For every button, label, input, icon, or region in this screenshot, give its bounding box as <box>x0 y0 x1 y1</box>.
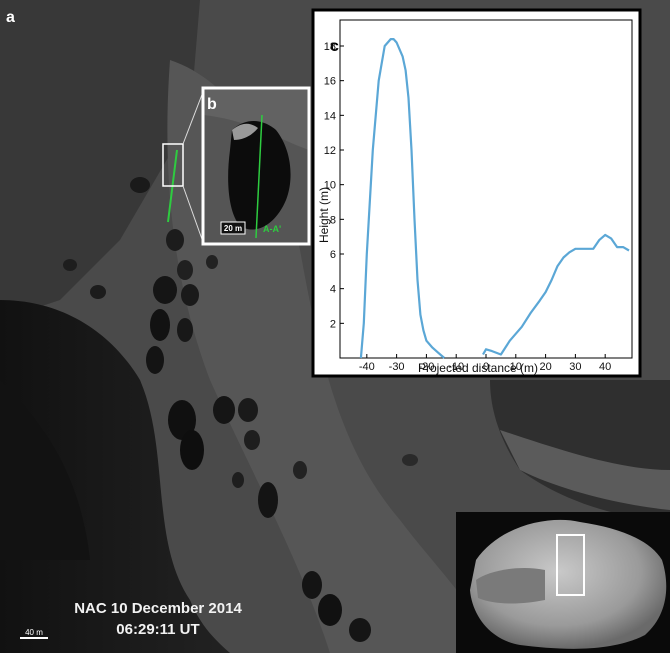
x-tick-label: 10 <box>510 361 522 373</box>
right-ridge-region <box>500 430 670 510</box>
boulder <box>63 259 77 271</box>
profile-chart: c -40 -30 -20 -10 0 10 20 30 40 2 4 6 8 10 12 14 16 18 Pr… <box>311 8 642 378</box>
boulder <box>206 255 218 269</box>
inset-boulder-highlight <box>232 123 258 140</box>
boulder <box>349 618 371 642</box>
y-tick-label: 4 <box>330 284 336 296</box>
caption-line-1: NAC 10 December 2014 <box>74 600 242 617</box>
boulder <box>302 571 322 599</box>
y-tick-label: 6 <box>330 249 336 261</box>
y-tick-label: 2 <box>330 318 336 330</box>
boulder <box>166 229 184 251</box>
panel-c-label: c <box>330 38 339 55</box>
selection-box-main <box>162 143 184 187</box>
inset-frame <box>201 86 311 246</box>
comet-nucleus <box>470 519 667 649</box>
x-tick-label: -10 <box>448 361 464 373</box>
boulder <box>153 276 177 304</box>
boulder <box>238 398 258 422</box>
chart-plot-layer: -40 -30 -20 -10 0 10 20 30 40 2 4 6 8 10 12 14 16 18 <box>324 19 633 373</box>
x-tick-label: 40 <box>599 361 611 373</box>
boulder <box>181 284 199 306</box>
boulder <box>130 177 150 193</box>
rough-terrain-region <box>0 0 200 320</box>
cliff-shadow-region <box>0 300 230 653</box>
caption-line-2: 06:29:11 UT <box>116 621 199 638</box>
boulder <box>180 430 204 470</box>
x-tick-label: 0 <box>483 361 489 373</box>
boulder <box>90 285 106 299</box>
section-line-inset <box>255 114 263 239</box>
profile-line-segment <box>482 233 630 356</box>
x-tick-label: 20 <box>539 361 551 373</box>
y-tick-label: 16 <box>324 76 336 88</box>
boulder <box>177 318 193 342</box>
main-scale-bar-label: 40 m <box>25 628 43 637</box>
inset-connector-bottom <box>182 185 204 243</box>
x-tick-label: -30 <box>389 361 405 373</box>
profile-label: A-A' <box>263 224 281 234</box>
inset-plain <box>203 88 309 150</box>
inset-panel-b: 20 m A-A' b <box>201 86 311 246</box>
boulder <box>318 594 342 626</box>
x-tick-label: -20 <box>418 361 434 373</box>
boulder <box>232 472 244 488</box>
context-inset <box>456 512 670 653</box>
context-selection-box <box>556 534 585 596</box>
deep-shadow-region <box>0 380 90 560</box>
boulder <box>258 482 278 518</box>
y-tick-label: 10 <box>324 180 336 192</box>
y-tick-label: 18 <box>324 41 336 53</box>
y-tick-label: 12 <box>324 145 336 157</box>
y-axis-title: Height (m) <box>317 187 331 243</box>
boulder <box>244 430 260 450</box>
boulder <box>168 400 196 440</box>
boulder-field <box>63 177 418 642</box>
x-axis-title: Projected distance (m) <box>418 361 538 375</box>
y-tick-label: 14 <box>324 110 336 122</box>
panel-a-label: a <box>6 9 15 26</box>
x-tick-label: 30 <box>569 361 581 373</box>
boulder <box>146 346 164 374</box>
profile-line-segment <box>359 38 446 359</box>
x-tick-label: -40 <box>359 361 375 373</box>
boulder <box>402 454 418 466</box>
inset-scale-bar-label: 20 m <box>224 224 242 233</box>
boulder <box>293 461 307 479</box>
panel-b-label: b <box>207 96 217 113</box>
chart-frame <box>311 8 642 378</box>
boulder <box>150 309 170 341</box>
inset-scale-bar <box>220 221 246 235</box>
nucleus-shading <box>476 568 545 604</box>
y-tick-label: 8 <box>330 214 336 226</box>
inset-connector-top <box>182 91 204 145</box>
boulder <box>213 396 235 424</box>
boulder <box>177 260 193 280</box>
